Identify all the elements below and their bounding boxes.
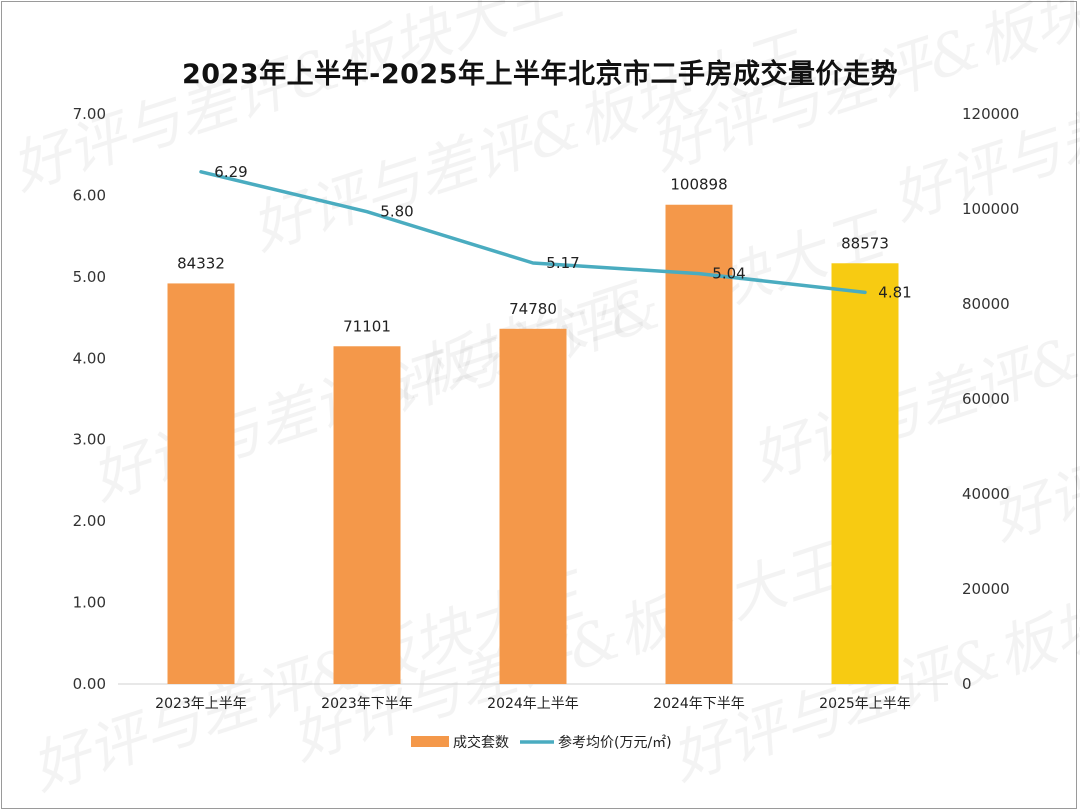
y-left-tick-label: 1.00 [73,594,106,612]
x-tick-label: 2024年上半年 [487,696,579,712]
line-value-label: 5.80 [380,203,413,221]
y-right-tick-label: 40000 [962,485,1010,503]
line-value-label: 6.29 [214,163,247,181]
legend-label-line: 参考均价(万元/㎡) [558,734,672,751]
y-right-tick-label: 20000 [962,580,1010,598]
x-tick-label: 2025年上半年 [819,696,911,712]
y-left-tick-label: 0.00 [73,675,106,693]
bar [665,204,733,684]
y-right-tick-label: 120000 [962,105,1019,123]
y-left-tick-label: 3.00 [73,431,106,449]
bar-value-label: 88573 [841,234,889,252]
legend-swatch-bar [411,736,449,747]
legend-label-bar: 成交套数 [453,734,509,751]
y-left-tick-label: 2.00 [73,512,106,530]
chart-title: 2023年上半年-2025年上半年北京市二手房成交量价走势 [182,59,898,90]
y-right-tick-label: 80000 [962,295,1010,313]
bar [167,283,235,684]
bar-value-label: 84332 [177,254,225,272]
line-value-label: 5.04 [712,265,745,283]
y-right-tick-label: 0 [962,675,972,693]
y-right-tick-label: 100000 [962,200,1019,218]
bar-value-label: 71101 [343,317,391,335]
bar [333,346,401,684]
line-value-label: 5.17 [546,254,579,272]
bar-value-label: 100898 [670,176,727,194]
bar [831,263,899,684]
line-value-label: 4.81 [878,283,911,301]
y-left-tick-label: 7.00 [73,105,106,123]
bar [499,328,567,684]
y-left-tick-label: 6.00 [73,186,106,204]
x-tick-label: 2024年下半年 [653,696,745,712]
x-tick-label: 2023年下半年 [321,696,413,712]
y-right-tick-label: 60000 [962,390,1010,408]
x-tick-label: 2023年上半年 [155,696,247,712]
y-left-tick-label: 5.00 [73,268,106,286]
y-left-tick-label: 4.00 [73,349,106,367]
bar-value-label: 74780 [509,300,557,318]
